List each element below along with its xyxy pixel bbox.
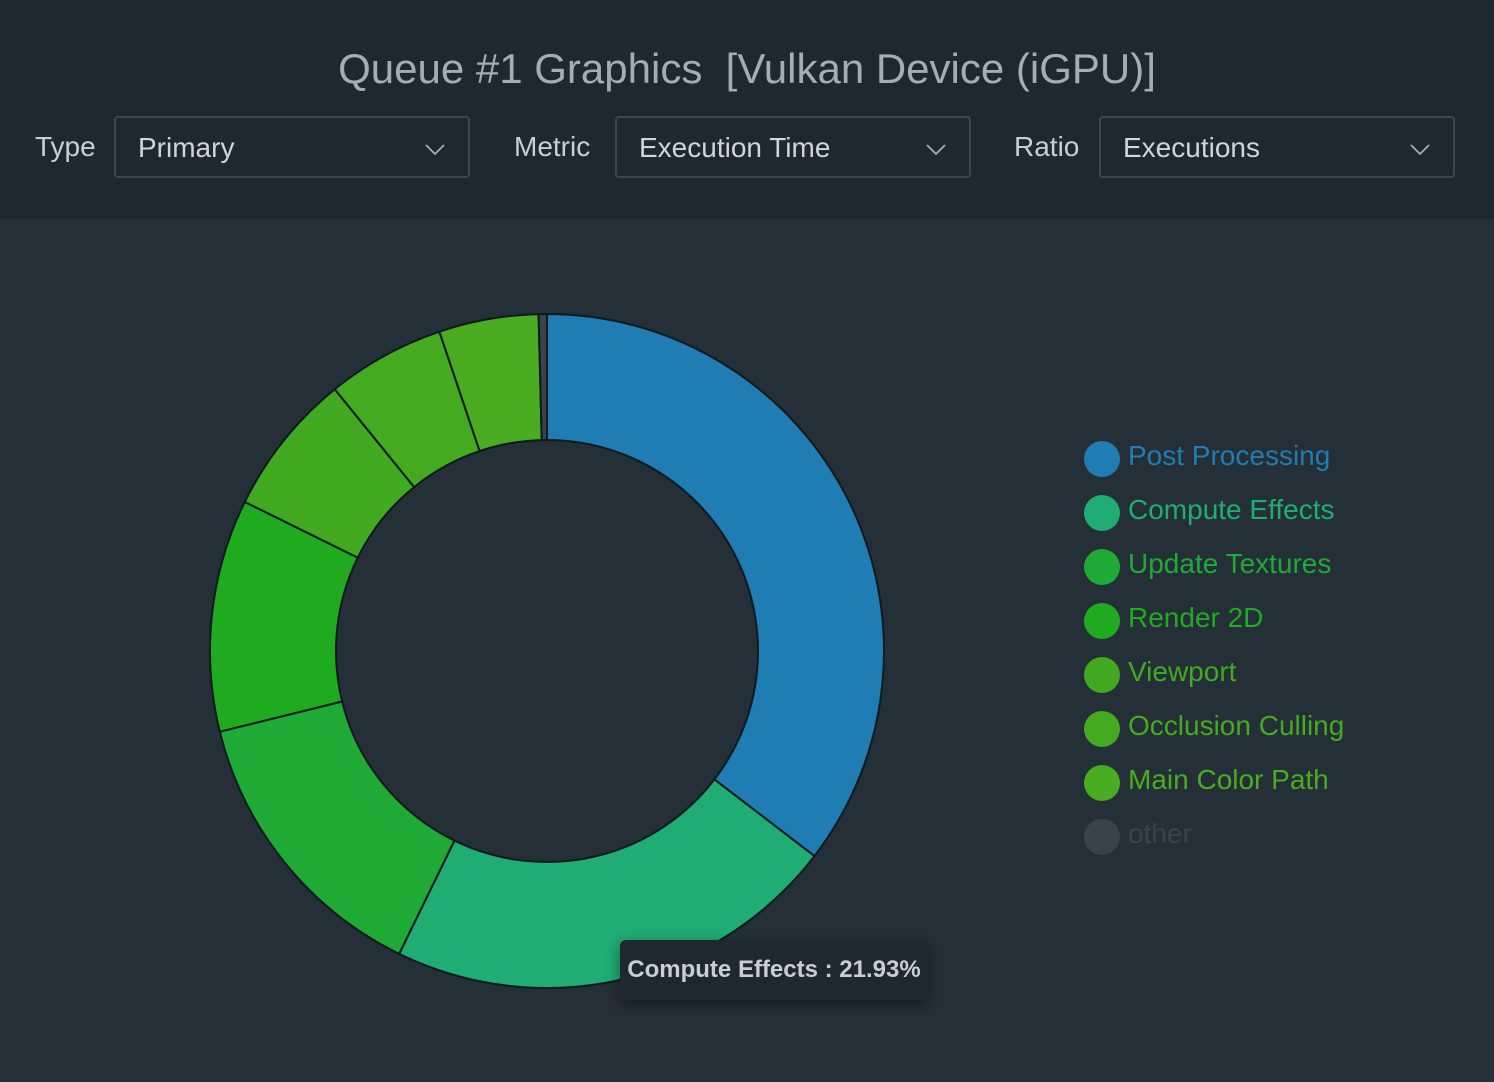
legend-swatch xyxy=(1084,549,1120,585)
legend-swatch xyxy=(1084,765,1120,801)
metric-select[interactable]: Execution Time xyxy=(615,116,971,178)
legend-label: Post Processing xyxy=(1128,440,1331,471)
page-title: Queue #1 Graphics [Vulkan Device (iGPU)] xyxy=(338,45,1156,92)
legend-label: Compute Effects xyxy=(1128,494,1335,525)
legend-swatch xyxy=(1084,603,1120,639)
legend-label: Viewport xyxy=(1128,656,1237,687)
legend-label: other xyxy=(1128,818,1192,849)
legend-swatch xyxy=(1084,495,1120,531)
legend-swatch xyxy=(1084,657,1120,693)
legend-swatch xyxy=(1084,819,1120,855)
slice-other[interactable] xyxy=(537,312,548,442)
ratio-select-value: Executions xyxy=(1123,132,1260,163)
legend-swatch xyxy=(1084,441,1120,477)
legend-label: Render 2D xyxy=(1128,602,1264,633)
ratio-select[interactable]: Executions xyxy=(1099,116,1455,178)
ratio-label: Ratio xyxy=(1014,131,1080,162)
chart-tooltip: Compute Effects : 21.93% xyxy=(620,940,928,1000)
donut-chart xyxy=(209,312,885,989)
type-label: Type xyxy=(35,131,96,162)
header: Queue #1 Graphics [Vulkan Device (iGPU)]… xyxy=(0,0,1494,219)
legend-label: Occlusion Culling xyxy=(1128,710,1345,741)
chevron-down-icon xyxy=(425,144,445,156)
metric-select-value: Execution Time xyxy=(639,132,831,163)
legend-label: Update Textures xyxy=(1128,548,1332,579)
type-select-value: Primary xyxy=(138,132,235,163)
chevron-down-icon xyxy=(1410,144,1430,156)
type-select[interactable]: Primary xyxy=(114,116,470,178)
metric-label: Metric xyxy=(514,131,591,162)
legend-swatch xyxy=(1084,711,1120,747)
slice-post-processing[interactable] xyxy=(546,312,885,858)
chevron-down-icon xyxy=(926,144,946,156)
legend-label: Main Color Path xyxy=(1128,764,1329,795)
